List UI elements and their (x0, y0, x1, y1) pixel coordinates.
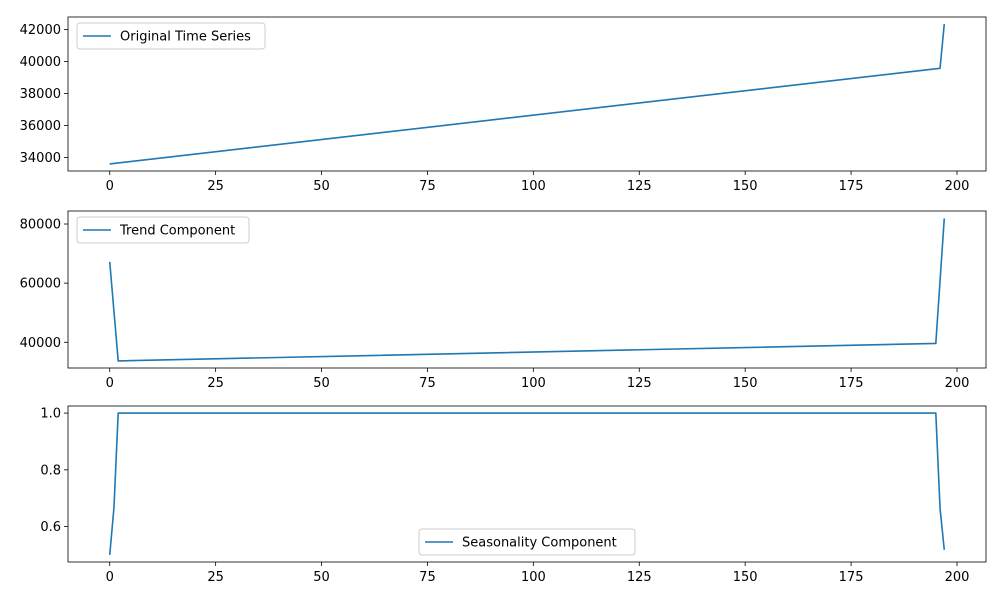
legend-box (76, 216, 250, 244)
y-tick-label: 0.6 (40, 520, 61, 535)
legend-label: Trend Component (119, 224, 235, 239)
y-tick-label: 40000 (20, 55, 61, 70)
x-tick-label: 100 (521, 179, 546, 194)
x-tick-label: 150 (733, 179, 758, 194)
legend: Trend Component (76, 216, 250, 244)
x-tick-label: 125 (627, 570, 652, 585)
legend-label: Original Time Series (120, 30, 251, 45)
x-tick-label: 150 (733, 570, 758, 585)
y-tick-label: 0.8 (40, 463, 61, 478)
y-tick-label: 38000 (20, 87, 61, 102)
legend-box (76, 22, 266, 50)
legend-box (418, 528, 636, 556)
x-tick-label: 100 (521, 570, 546, 585)
y-tick-label: 80000 (20, 218, 61, 233)
x-tick-label: 200 (945, 570, 970, 585)
x-tick-label: 200 (945, 179, 970, 194)
axes-frame (67, 405, 987, 563)
x-tick-label: 100 (521, 376, 546, 391)
x-tick-label: 0 (106, 376, 114, 391)
axes-frame (67, 210, 987, 369)
series-line-2-0 (108, 412, 946, 555)
legend-label: Seasonality Component (462, 536, 617, 551)
x-tick-label: 75 (419, 376, 436, 391)
x-tick-label: 50 (313, 179, 330, 194)
x-tick-label: 200 (945, 376, 970, 391)
series-line-1-0 (108, 218, 946, 362)
trend-panel: 0 25 50 75 100 125 150 175 200 40000 60000 80000 Tre… (20, 210, 987, 391)
x-tick-label: 75 (419, 570, 436, 585)
x-tick-label: 75 (419, 179, 436, 194)
y-tick-label: 34000 (20, 151, 61, 166)
x-tick-label: 175 (839, 179, 864, 194)
series-line-0-0 (109, 23, 946, 165)
legend: Original Time Series (76, 22, 266, 50)
x-tick-label: 150 (733, 376, 758, 391)
x-tick-label: 25 (207, 376, 224, 391)
x-tick-label: 25 (207, 570, 224, 585)
x-tick-label: 175 (839, 570, 864, 585)
x-tick-label: 175 (839, 376, 864, 391)
original-panel: 0 25 50 75 100 125 150 175 200 34000 36000 38000 400… (20, 16, 987, 194)
x-tick-label: 50 (313, 570, 330, 585)
x-tick-label: 0 (106, 570, 114, 585)
x-tick-label: 125 (627, 179, 652, 194)
legend: Seasonality Component (418, 528, 636, 556)
y-tick-label: 1.0 (40, 407, 61, 422)
y-tick-label: 42000 (20, 23, 61, 38)
x-tick-label: 50 (313, 376, 330, 391)
x-tick-label: 0 (106, 179, 114, 194)
y-tick-label: 40000 (20, 336, 61, 351)
y-tick-label: 36000 (20, 119, 61, 134)
y-tick-label: 60000 (20, 277, 61, 292)
seasonality-panel: 0 25 50 75 100 125 150 175 200 0.6 0.8 1.0 Seasonali… (40, 405, 987, 585)
x-tick-label: 25 (207, 179, 224, 194)
x-tick-label: 125 (627, 376, 652, 391)
